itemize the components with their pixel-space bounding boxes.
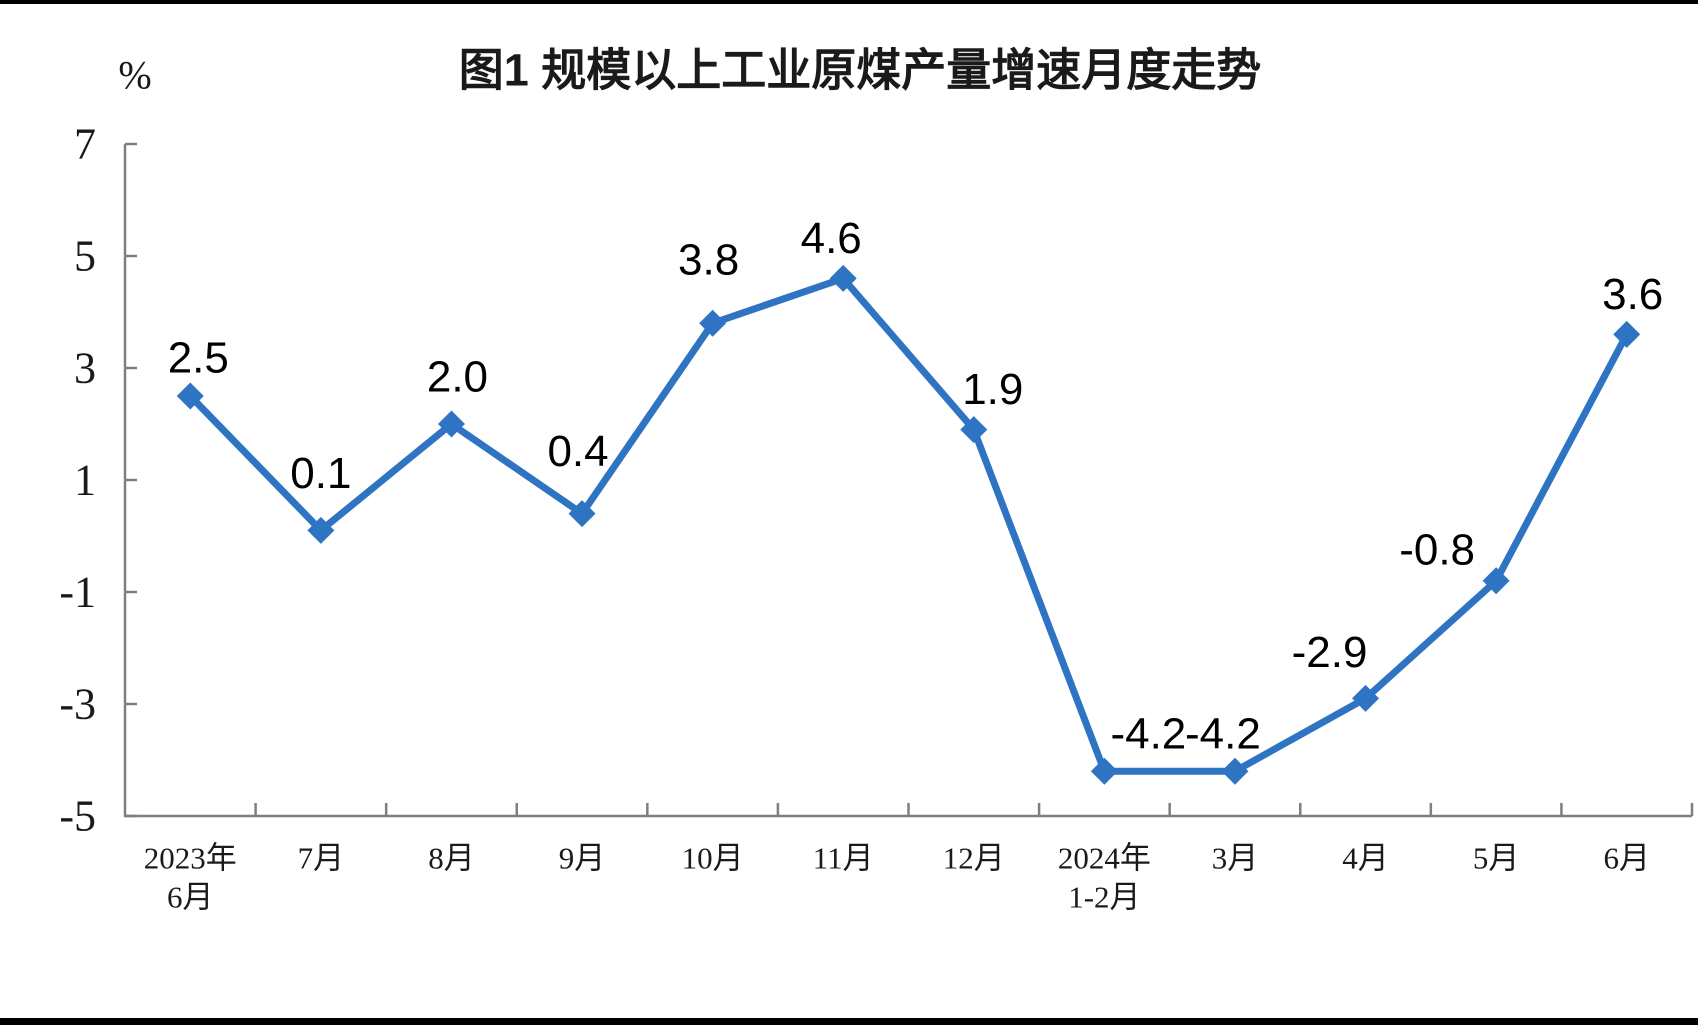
data-point-marker [829,264,857,292]
axis-lines [123,144,1692,818]
x-axis-category-label: 3月 [1212,841,1259,876]
data-point-marker [1352,684,1380,712]
x-axis-category-label: 2023年 [144,841,237,876]
y-axis-tick-label: 1 [74,456,96,505]
y-axis-unit-label: % [118,53,151,98]
data-point-marker [176,382,204,410]
y-axis-tick-label: 7 [74,120,96,169]
plot-area: 7 5 3 1 -1 -3 -5 2023年 6月 7月 8月 9月 10月 11月 12月 2024年 1-2… [59,120,1694,915]
data-point-label: 3.6 [1602,270,1663,319]
x-axis-category-label: 9月 [559,841,606,876]
x-axis-category-label: 6月 [1603,841,1650,876]
bottom-border-rule [0,1018,1698,1025]
data-point-marker [1482,567,1510,595]
x-axis-category-label: 7月 [298,841,345,876]
data-point-marker [699,309,727,337]
data-point-label: 1.9 [962,365,1023,414]
x-axis-category-label: 6月 [167,880,214,915]
x-axis-category-label: 4月 [1342,841,1389,876]
data-point-marker [307,516,335,544]
data-point-marker [1221,757,1249,785]
data-point-marker [437,410,465,438]
series-line-raw-coal-growth [186,274,1631,775]
top-border-rule [0,0,1698,4]
x-axis-category-label: 5月 [1473,841,1520,876]
x-axis-category-label: 10月 [682,841,744,876]
data-point-label: -4.2 [1185,710,1261,759]
data-point-marker [568,500,596,528]
data-point-label: 0.1 [290,449,351,498]
data-point-marker [1613,320,1641,348]
data-point-marker [1090,757,1118,785]
data-point-label: 2.5 [168,334,229,383]
x-axis-category-label: 2024年 [1058,841,1151,876]
y-axis-tick-label: 5 [74,232,96,281]
data-point-label: -2.9 [1292,628,1368,677]
data-point-label: -4.2 [1110,710,1186,759]
y-axis-tick-label: -3 [59,680,96,729]
chart-title: 图1 规模以上工业原煤产量增速月度走势 [459,45,1262,96]
data-point-label: 0.4 [547,427,608,476]
data-point-label: -0.8 [1399,525,1475,574]
x-axis-category-label: 8月 [428,841,475,876]
x-axis-category-label: 12月 [943,841,1005,876]
x-axis-category-label: 1-2月 [1068,880,1140,915]
y-axis-tick-label: -5 [59,792,96,841]
x-axis-category-label: 11月 [813,841,874,876]
data-point-label: 4.6 [801,214,862,263]
data-point-marker [960,416,988,444]
data-point-label: 3.8 [678,236,739,285]
y-axis-tick-label: 3 [74,344,96,393]
data-point-label: 2.0 [427,353,488,402]
y-axis-tick-label: -1 [59,568,96,617]
